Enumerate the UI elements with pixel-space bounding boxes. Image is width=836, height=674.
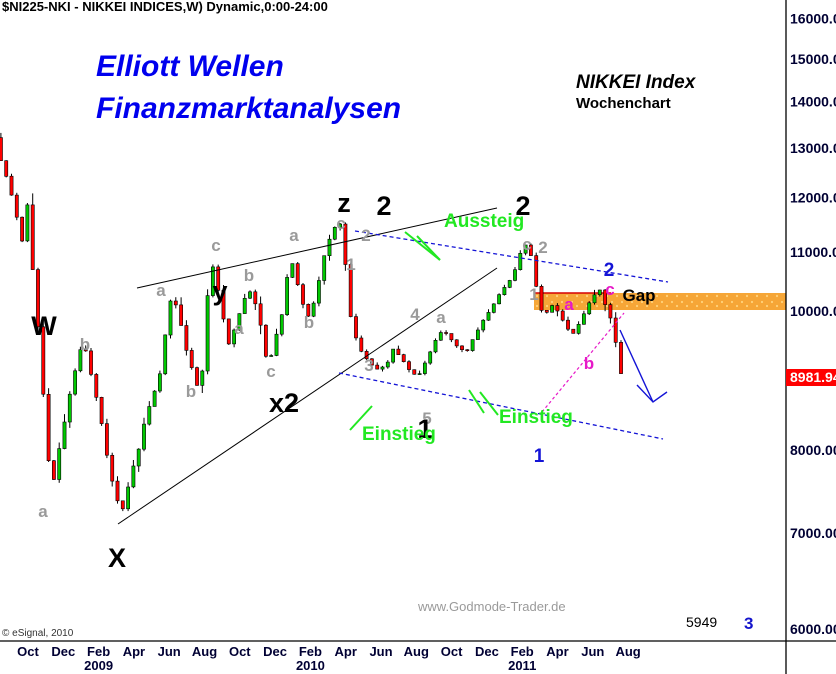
svg-text:6000.00: 6000.00 <box>790 621 836 637</box>
svg-text:Elliott Wellen: Elliott Wellen <box>96 50 284 83</box>
svg-text:b: b <box>584 354 594 373</box>
svg-text:a: a <box>38 502 48 521</box>
svg-text:1: 1 <box>534 446 545 467</box>
svg-text:Oct: Oct <box>441 644 463 659</box>
svg-text:b: b <box>304 313 314 332</box>
svg-text:c: c <box>266 362 275 381</box>
svg-text:Apr: Apr <box>546 644 568 659</box>
svg-text:Oct: Oct <box>17 644 39 659</box>
svg-text:Jun: Jun <box>158 644 181 659</box>
svg-text:2: 2 <box>604 260 615 281</box>
svg-text:Dec: Dec <box>263 644 287 659</box>
svg-text:a: a <box>234 319 244 338</box>
svg-text:a: a <box>289 226 299 245</box>
svg-text:Feb: Feb <box>87 644 110 659</box>
svg-text:© eSignal, 2010: © eSignal, 2010 <box>2 628 74 639</box>
svg-text:3: 3 <box>744 614 753 633</box>
svg-text:1: 1 <box>346 255 355 274</box>
svg-text:b: b <box>80 335 90 354</box>
svg-text:Aussteig: Aussteig <box>444 211 524 232</box>
svg-text:4: 4 <box>410 305 420 324</box>
svg-text:Einstieg: Einstieg <box>362 424 436 445</box>
svg-text:b: b <box>186 382 196 401</box>
svg-text:NIKKEI Index: NIKKEI Index <box>576 72 697 93</box>
svg-text:5949: 5949 <box>686 614 717 630</box>
svg-text:16000.00: 16000.00 <box>790 11 836 27</box>
svg-text:W: W <box>31 311 57 341</box>
svg-text:8981.940: 8981.940 <box>790 369 836 385</box>
svg-text:2: 2 <box>538 238 547 257</box>
svg-text:2009: 2009 <box>84 658 113 673</box>
svg-text:2: 2 <box>361 226 370 245</box>
svg-text:$NI225-NKI - NIKKEI INDICES,W): $NI225-NKI - NIKKEI INDICES,W) Dynamic,0… <box>2 0 328 14</box>
svg-text:Einstieg: Einstieg <box>499 407 573 428</box>
svg-text:1: 1 <box>529 285 538 304</box>
svg-text:Aug: Aug <box>615 644 640 659</box>
svg-text:Oct: Oct <box>229 644 251 659</box>
svg-text:c: c <box>522 235 531 254</box>
svg-text:www.Godmode-Trader.de: www.Godmode-Trader.de <box>417 599 566 614</box>
svg-text:Dec: Dec <box>475 644 499 659</box>
svg-text:Jun: Jun <box>581 644 604 659</box>
svg-text:15000.00: 15000.00 <box>790 51 836 67</box>
svg-text:Apr: Apr <box>123 644 145 659</box>
svg-text:Gap: Gap <box>622 286 655 305</box>
svg-text:10000.00: 10000.00 <box>790 303 836 319</box>
svg-text:7000.00: 7000.00 <box>790 525 836 541</box>
svg-text:Wochenchart: Wochenchart <box>576 95 671 112</box>
svg-text:x2: x2 <box>269 388 299 418</box>
svg-text:14000.00: 14000.00 <box>790 94 836 110</box>
svg-text:Feb: Feb <box>299 644 322 659</box>
svg-text:Finanzmarktanalysen: Finanzmarktanalysen <box>96 92 401 125</box>
svg-text:a: a <box>156 281 166 300</box>
svg-text:X: X <box>108 543 126 573</box>
svg-text:Aug: Aug <box>192 644 217 659</box>
svg-text:11000.00: 11000.00 <box>790 244 836 260</box>
svg-text:Jun: Jun <box>369 644 392 659</box>
svg-text:Dec: Dec <box>51 644 75 659</box>
svg-text:z: z <box>337 188 351 218</box>
svg-text:3: 3 <box>364 356 373 375</box>
svg-text:13000.00: 13000.00 <box>790 140 836 156</box>
svg-text:c: c <box>211 236 220 255</box>
svg-text:y: y <box>212 276 227 306</box>
svg-text:b: b <box>244 266 254 285</box>
svg-text:c: c <box>605 280 614 299</box>
svg-text:Aug: Aug <box>404 644 429 659</box>
svg-text:2: 2 <box>376 191 391 221</box>
svg-text:Feb: Feb <box>511 644 534 659</box>
svg-text:2011: 2011 <box>508 658 536 673</box>
svg-text:Apr: Apr <box>335 644 357 659</box>
svg-text:a: a <box>564 295 574 314</box>
svg-text:2010: 2010 <box>296 658 325 673</box>
svg-text:12000.00: 12000.00 <box>790 190 836 206</box>
svg-text:a: a <box>436 308 446 327</box>
svg-text:8000.00: 8000.00 <box>790 442 836 458</box>
